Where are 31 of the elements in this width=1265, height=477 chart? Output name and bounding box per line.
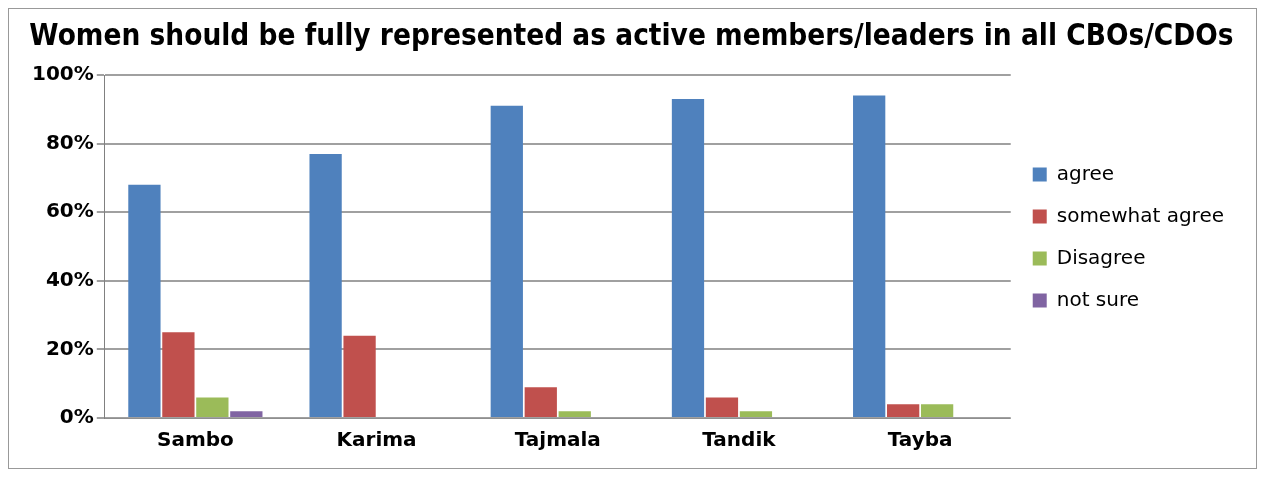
- bar: [853, 95, 886, 417]
- bar: [162, 332, 195, 417]
- bar: [887, 404, 920, 417]
- bar: [671, 99, 705, 417]
- x-tick-label: Tandik: [702, 427, 777, 452]
- chart-title: Women should be fully represented as active members/leaders in all CBOs/CDOs: [29, 17, 1234, 53]
- x-tick-label: Tayba: [887, 427, 953, 452]
- legend-label: not sure: [1056, 286, 1140, 311]
- bar: [739, 411, 773, 417]
- legend-label: somewhat agree: [1056, 202, 1225, 227]
- y-tick-label: 60%: [45, 198, 94, 223]
- legend-label: agree: [1056, 160, 1115, 185]
- y-tick-label: 0%: [59, 404, 94, 429]
- bar: [230, 411, 263, 417]
- bar: [524, 387, 557, 417]
- bar: [920, 404, 954, 417]
- bar: [128, 184, 161, 417]
- y-tick-label: 100%: [31, 61, 94, 86]
- x-tick-label: Tajmala: [514, 427, 601, 452]
- legend-label: Disagree: [1056, 244, 1146, 269]
- bar: [705, 397, 739, 417]
- y-tick-label: 80%: [45, 129, 94, 154]
- x-tick-label: Karima: [336, 427, 417, 452]
- y-tick-label: 20%: [45, 335, 94, 360]
- bar: [343, 335, 376, 417]
- bar: [490, 105, 523, 417]
- bar: [309, 153, 342, 417]
- x-tick-label: Sambo: [156, 427, 234, 452]
- y-tick-label: 40%: [45, 267, 94, 291]
- bar: [558, 411, 591, 417]
- bar: [196, 397, 229, 417]
